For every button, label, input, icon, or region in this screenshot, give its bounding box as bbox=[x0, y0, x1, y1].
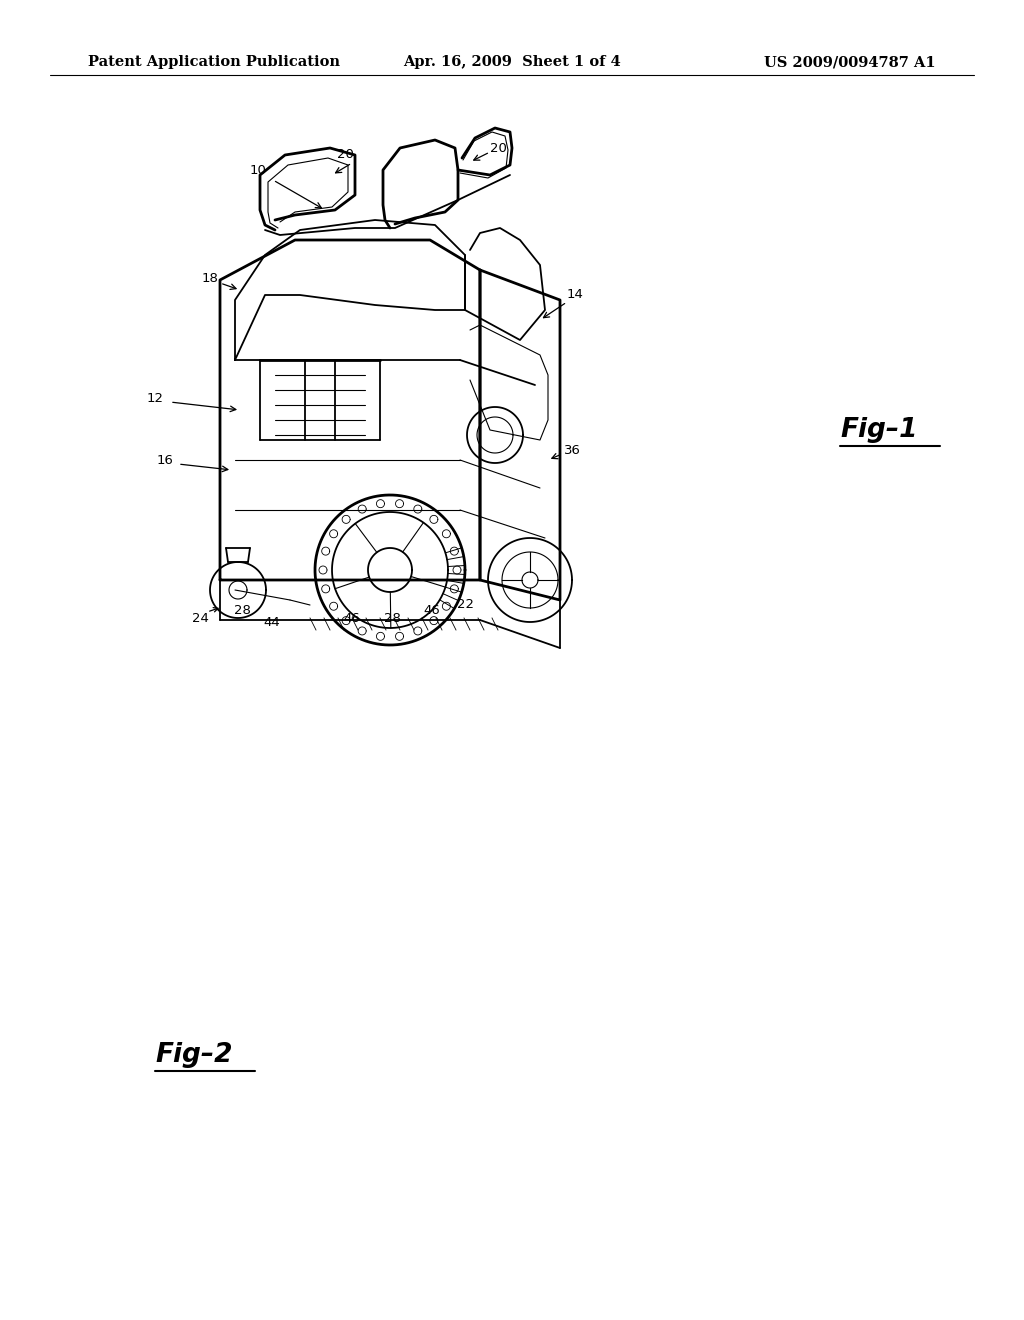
Text: 10: 10 bbox=[250, 164, 266, 177]
Text: Fig–1: Fig–1 bbox=[840, 417, 918, 444]
Text: 20: 20 bbox=[489, 141, 507, 154]
Text: 46: 46 bbox=[344, 611, 360, 624]
Text: 46: 46 bbox=[424, 603, 440, 616]
Text: 22: 22 bbox=[458, 598, 474, 611]
Text: Patent Application Publication: Patent Application Publication bbox=[88, 55, 340, 69]
Text: US 2009/0094787 A1: US 2009/0094787 A1 bbox=[764, 55, 936, 69]
Text: 16: 16 bbox=[157, 454, 173, 466]
Text: 44: 44 bbox=[263, 615, 281, 628]
Text: 36: 36 bbox=[563, 444, 581, 457]
Text: 28: 28 bbox=[233, 603, 251, 616]
Text: 28: 28 bbox=[384, 611, 400, 624]
Text: Fig–2: Fig–2 bbox=[155, 1041, 232, 1068]
Text: 20: 20 bbox=[337, 149, 353, 161]
Text: Apr. 16, 2009  Sheet 1 of 4: Apr. 16, 2009 Sheet 1 of 4 bbox=[403, 55, 621, 69]
Text: 14: 14 bbox=[566, 289, 584, 301]
Text: 24: 24 bbox=[191, 611, 209, 624]
Text: 12: 12 bbox=[146, 392, 164, 404]
Text: 18: 18 bbox=[202, 272, 218, 285]
